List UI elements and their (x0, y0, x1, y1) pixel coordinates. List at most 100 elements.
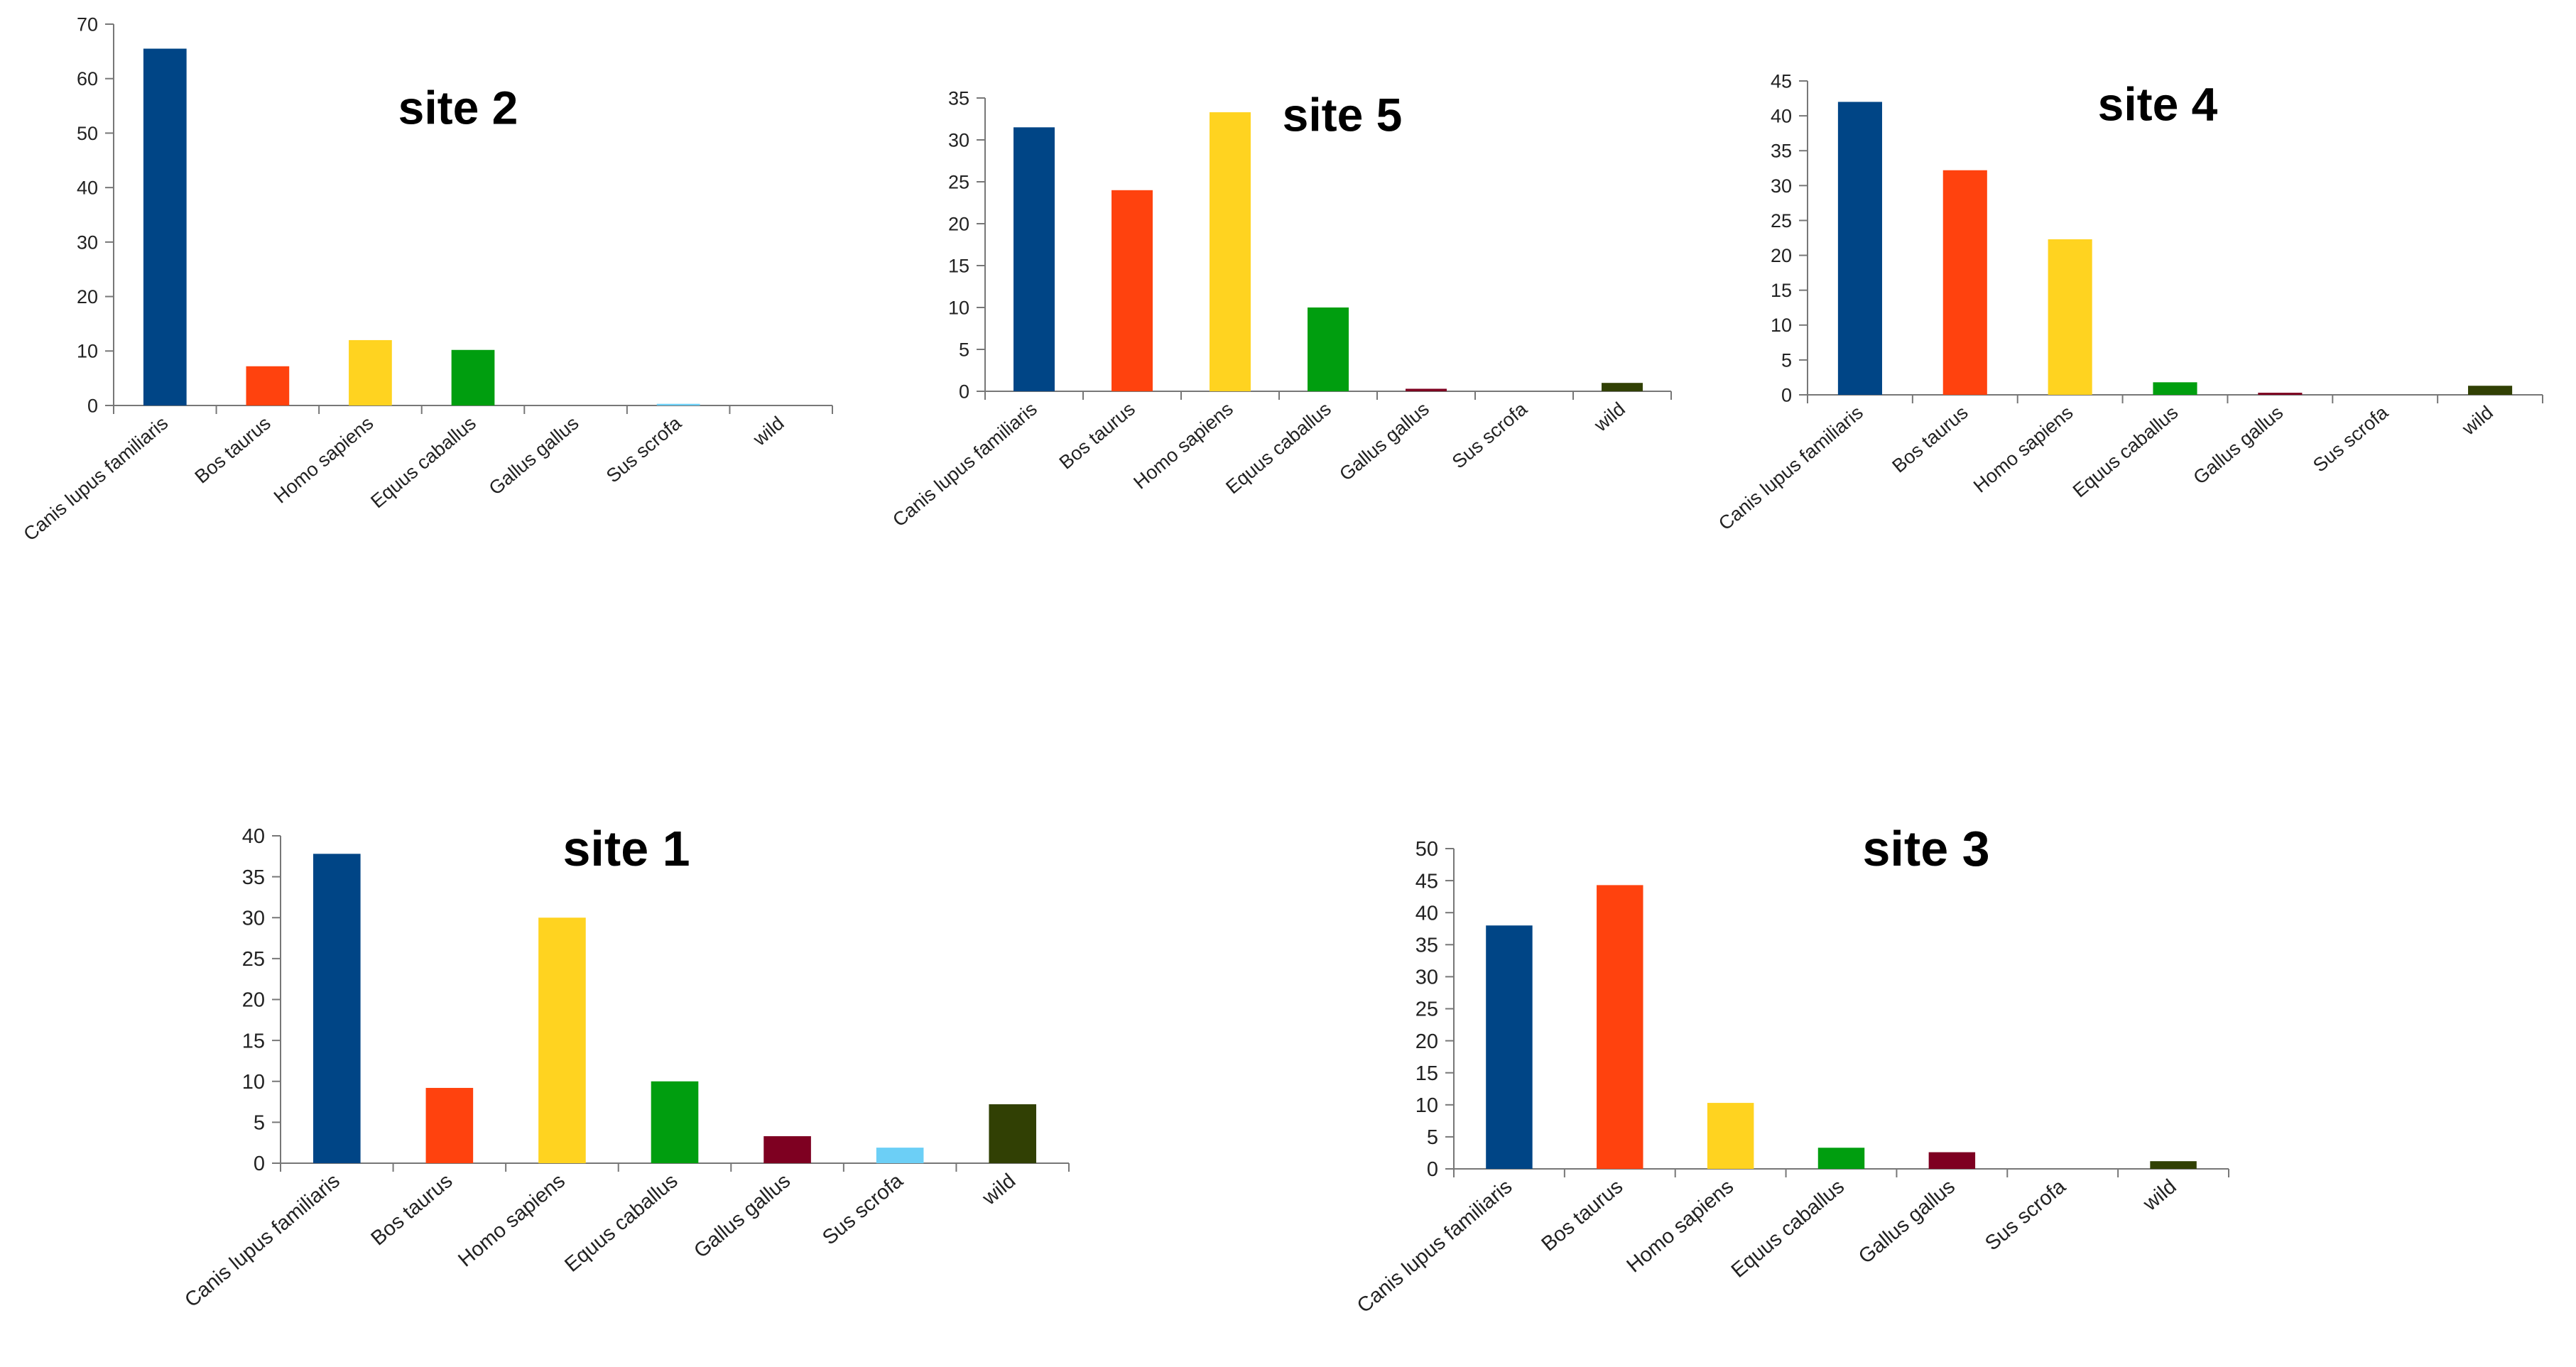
bar-bos-taurus (246, 366, 290, 405)
x-category-label: Equus caballus (560, 1170, 682, 1277)
x-category-label: Equus caballus (1727, 1175, 1849, 1282)
chart-title: site 2 (398, 82, 518, 134)
x-category-label: Canis lupus familiaris (180, 1170, 344, 1312)
y-tick-label: 30 (1415, 966, 1438, 989)
x-category-label: Homo sapiens (1129, 398, 1237, 494)
bar-canis-lupus-familiaris (1837, 102, 1882, 395)
x-category-label: Homo sapiens (1969, 402, 2077, 497)
y-tick-label: 0 (254, 1153, 265, 1175)
y-tick-label: 10 (242, 1071, 265, 1094)
bar-canis-lupus-familiaris (143, 48, 187, 406)
x-category-label: Sus scrofa (818, 1169, 908, 1249)
bar-gallus-gallus (1928, 1152, 1976, 1169)
y-tick-label: 25 (1771, 210, 1792, 232)
x-category-label: Canis lupus familiaris (888, 398, 1041, 531)
x-category-label: Sus scrofa (1981, 1175, 2070, 1255)
y-tick-label: 60 (77, 68, 98, 89)
x-category-label: Bos taurus (1538, 1175, 1628, 1256)
chart-panel-site-4: site 4 0 5 10 15 20 25 30 35 40 45 Canis lupus fami… (1714, 70, 2543, 535)
y-tick-label: 20 (1771, 245, 1792, 266)
y-tick-label: 50 (1415, 838, 1438, 861)
y-tick-label: 35 (948, 87, 969, 109)
bar-bos-taurus (1597, 885, 1643, 1169)
bar-homo-sapiens (1210, 112, 1251, 391)
y-tick-label: 30 (948, 129, 969, 151)
bar-wild (1602, 383, 1643, 391)
x-category-label: wild (2457, 402, 2497, 440)
y-tick-label: 25 (242, 948, 265, 971)
bar-wild (2468, 386, 2513, 395)
chart-title: site 3 (1863, 821, 1990, 876)
bar-canis-lupus-familiaris (1486, 925, 1533, 1169)
y-tick-label: 0 (1781, 384, 1792, 405)
bar-gallus-gallus (763, 1135, 811, 1163)
bar-homo-sapiens (2048, 239, 2092, 395)
bar-gallus-gallus (1406, 388, 1447, 391)
y-tick-label: 20 (77, 286, 98, 307)
y-tick-label: 5 (959, 339, 969, 360)
bar-homo-sapiens (349, 339, 392, 405)
bar-homo-sapiens (538, 917, 586, 1163)
y-tick-label: 30 (77, 232, 98, 253)
y-tick-label: 15 (1415, 1062, 1438, 1085)
x-category-label: Sus scrofa (1448, 398, 1532, 473)
x-category-label: Homo sapiens (270, 413, 377, 508)
y-tick-label: 30 (242, 907, 265, 930)
chart-panel-site-5: site 5 0 5 10 15 20 25 30 35 Canis lupus familiar… (888, 87, 1672, 531)
x-category-label: Bos taurus (191, 413, 275, 488)
bar-sus-scrofa (876, 1148, 924, 1163)
bar-wild (989, 1104, 1037, 1163)
bar-equus-caballus (1817, 1148, 1865, 1169)
x-category-label: Canis lupus familiaris (19, 413, 172, 545)
bar-canis-lupus-familiaris (313, 854, 361, 1163)
y-tick-label: 25 (1415, 998, 1438, 1021)
y-tick-label: 40 (242, 825, 265, 848)
y-tick-label: 0 (959, 381, 969, 402)
x-category-label: Gallus gallus (2190, 402, 2288, 489)
y-tick-label: 45 (1771, 70, 1792, 92)
chart-panel-site-1: site 1 0 5 10 15 20 25 30 35 40 Canis lupus famili… (180, 821, 1070, 1312)
x-category-label: Equus caballus (2069, 402, 2183, 502)
y-tick-label: 40 (77, 178, 98, 199)
bar-wild (2150, 1161, 2197, 1169)
y-tick-label: 35 (1771, 141, 1792, 162)
x-category-label: Gallus gallus (690, 1170, 795, 1263)
x-category-label: wild (2138, 1175, 2181, 1216)
y-tick-label: 35 (242, 866, 265, 889)
chart-title: site 4 (2098, 78, 2218, 131)
x-category-label: Gallus gallus (1335, 398, 1433, 485)
chart-title: site 1 (563, 821, 690, 876)
y-tick-label: 40 (1415, 902, 1438, 925)
x-category-label: Bos taurus (1055, 398, 1139, 474)
bar-bos-taurus (425, 1087, 474, 1163)
chart-title: site 5 (1283, 89, 1403, 141)
x-category-label: Sus scrofa (2309, 401, 2393, 476)
y-tick-label: 30 (1771, 175, 1792, 197)
y-tick-label: 45 (1415, 870, 1438, 893)
x-category-label: wild (749, 413, 788, 451)
x-category-label: Homo sapiens (1623, 1175, 1739, 1278)
y-tick-label: 10 (77, 341, 98, 362)
y-tick-label: 25 (948, 171, 969, 192)
y-tick-label: 35 (1415, 934, 1438, 957)
x-category-label: Bos taurus (367, 1170, 457, 1251)
chart-panel-site-2: site 2 0 10 20 30 40 50 60 70 Canis lupus familia… (19, 13, 833, 545)
y-tick-label: 20 (1415, 1030, 1438, 1053)
x-category-label: Canis lupus familiaris (1353, 1175, 1516, 1318)
x-category-label: Equus caballus (366, 413, 480, 513)
x-category-label: wild (1589, 398, 1629, 437)
x-category-label: Equus caballus (1222, 398, 1335, 499)
y-tick-label: 10 (1415, 1094, 1438, 1117)
bar-gallus-gallus (2258, 393, 2303, 395)
y-tick-label: 70 (77, 13, 98, 35)
y-tick-label: 0 (1427, 1158, 1438, 1181)
x-category-label: Gallus gallus (1854, 1175, 1960, 1268)
y-tick-label: 0 (87, 395, 98, 416)
y-tick-label: 15 (1771, 280, 1792, 301)
bar-equus-caballus (2153, 382, 2197, 395)
y-tick-label: 5 (1427, 1126, 1438, 1149)
y-tick-label: 50 (77, 123, 98, 144)
x-category-label: wild (978, 1170, 1021, 1210)
bar-bos-taurus (1942, 170, 1987, 396)
